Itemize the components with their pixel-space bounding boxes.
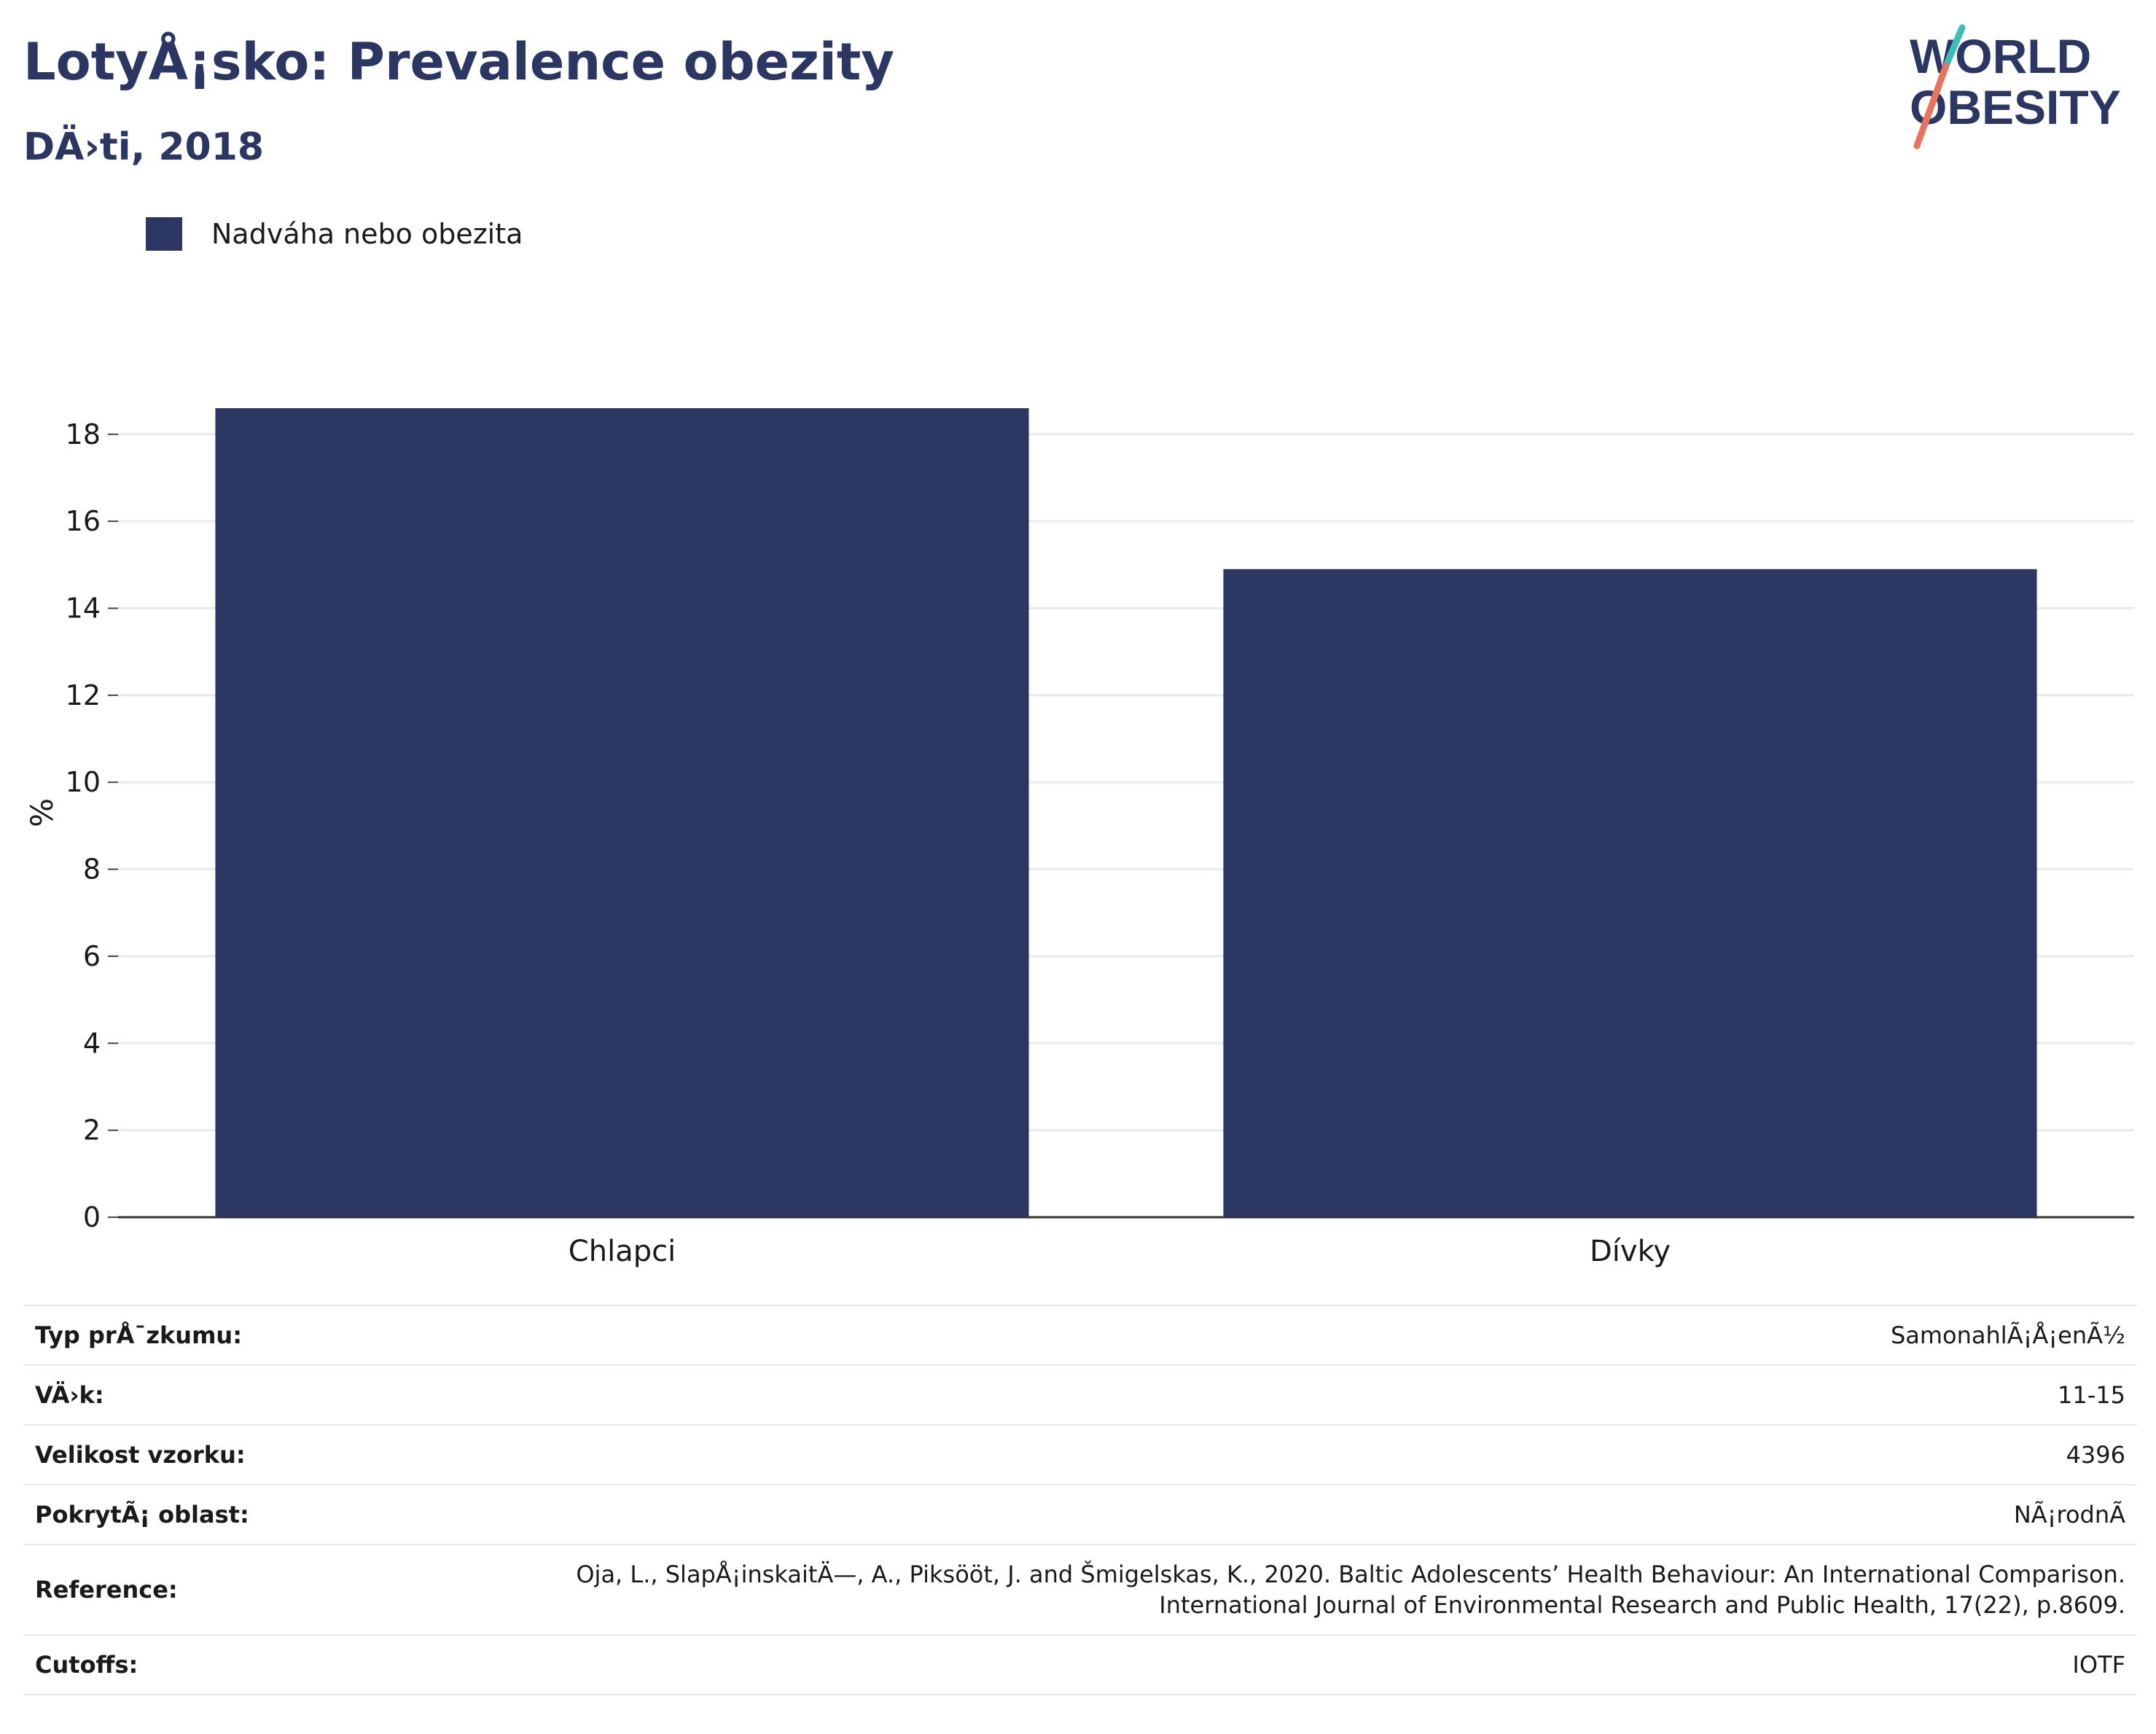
y-tick-label: 8 bbox=[83, 854, 101, 886]
y-tick-label: 4 bbox=[83, 1027, 101, 1059]
info-row-sample-size: Velikost vzorku: 4396 bbox=[23, 1425, 2137, 1485]
logo-text-obesity: OBESITY bbox=[1910, 80, 2121, 134]
logo-text-world: WORLD bbox=[1910, 29, 2091, 83]
info-value: Oja, L., SlapÅ¡inskaitÄ—, A., Piksööt, J… bbox=[300, 1544, 2137, 1636]
info-key: Reference: bbox=[23, 1544, 301, 1636]
y-tick-label: 12 bbox=[66, 679, 101, 711]
legend-swatch bbox=[146, 217, 182, 251]
world-obesity-logo: WORLD OBESITY bbox=[1910, 24, 2121, 149]
x-tick-label: Chlapci bbox=[569, 1235, 676, 1268]
x-tick-label: Dívky bbox=[1590, 1235, 1671, 1268]
legend-label: Nadváha nebo obezita bbox=[211, 218, 523, 250]
y-tick-label: 16 bbox=[66, 505, 101, 537]
info-value: 11-15 bbox=[300, 1365, 2137, 1426]
survey-info-table: Typ prÅ¯zkumu: SamonahlÃ¡Å¡enÃ½ VÄ›k: 11… bbox=[23, 1305, 2137, 1695]
info-row-area-covered: PokrytÃ¡ oblast: NÃ¡rodnÃ bbox=[23, 1485, 2137, 1545]
y-tick-label: 2 bbox=[83, 1114, 101, 1147]
bar bbox=[215, 408, 1029, 1217]
logo-slash-top bbox=[1942, 24, 1966, 69]
chart-subtitle: DÄ›ti, 2018 bbox=[23, 125, 265, 169]
info-key: Velikost vzorku: bbox=[23, 1425, 301, 1485]
info-row-cutoffs: Cutoffs: IOTF bbox=[23, 1635, 2137, 1695]
y-tick-label: 18 bbox=[66, 418, 101, 450]
info-value: SamonahlÃ¡Å¡enÃ½ bbox=[300, 1305, 2137, 1366]
info-value: IOTF bbox=[300, 1635, 2137, 1695]
y-axis-title: % bbox=[24, 798, 60, 827]
bar-chart: 0 2 4 6 8 10 12 14 16 18 Chlapci Dívky% bbox=[24, 408, 2134, 1268]
info-row-age: VÄ›k: 11-15 bbox=[23, 1365, 2137, 1426]
logo-slash-bottom bbox=[1913, 62, 1950, 149]
info-key: Typ prÅ¯zkumu: bbox=[23, 1305, 301, 1366]
info-key: Cutoffs: bbox=[23, 1635, 301, 1695]
reference-line-1: Oja, L., SlapÅ¡inskaitÄ—, A., Piksööt, J… bbox=[576, 1561, 2125, 1588]
y-tick-label: 6 bbox=[83, 940, 101, 972]
info-value: 4396 bbox=[300, 1425, 2137, 1485]
reference-line-2: International Journal of Environmental R… bbox=[1159, 1591, 2125, 1619]
chart-title: LotyÅ¡sko: Prevalence obezity bbox=[23, 32, 894, 92]
y-tick-label: 0 bbox=[83, 1201, 101, 1233]
info-key: PokrytÃ¡ oblast: bbox=[23, 1485, 301, 1545]
info-row-reference: Reference: Oja, L., SlapÅ¡inskaitÄ—, A.,… bbox=[23, 1544, 2137, 1636]
info-key: VÄ›k: bbox=[23, 1365, 301, 1426]
bar bbox=[1223, 569, 2037, 1217]
info-row-survey-type: Typ prÅ¯zkumu: SamonahlÃ¡Å¡enÃ½ bbox=[23, 1305, 2137, 1366]
y-tick-label: 14 bbox=[66, 593, 101, 625]
info-value: NÃ¡rodnÃ bbox=[300, 1485, 2137, 1545]
y-tick-label: 10 bbox=[66, 766, 101, 798]
legend: Nadváha nebo obezita bbox=[146, 217, 523, 251]
